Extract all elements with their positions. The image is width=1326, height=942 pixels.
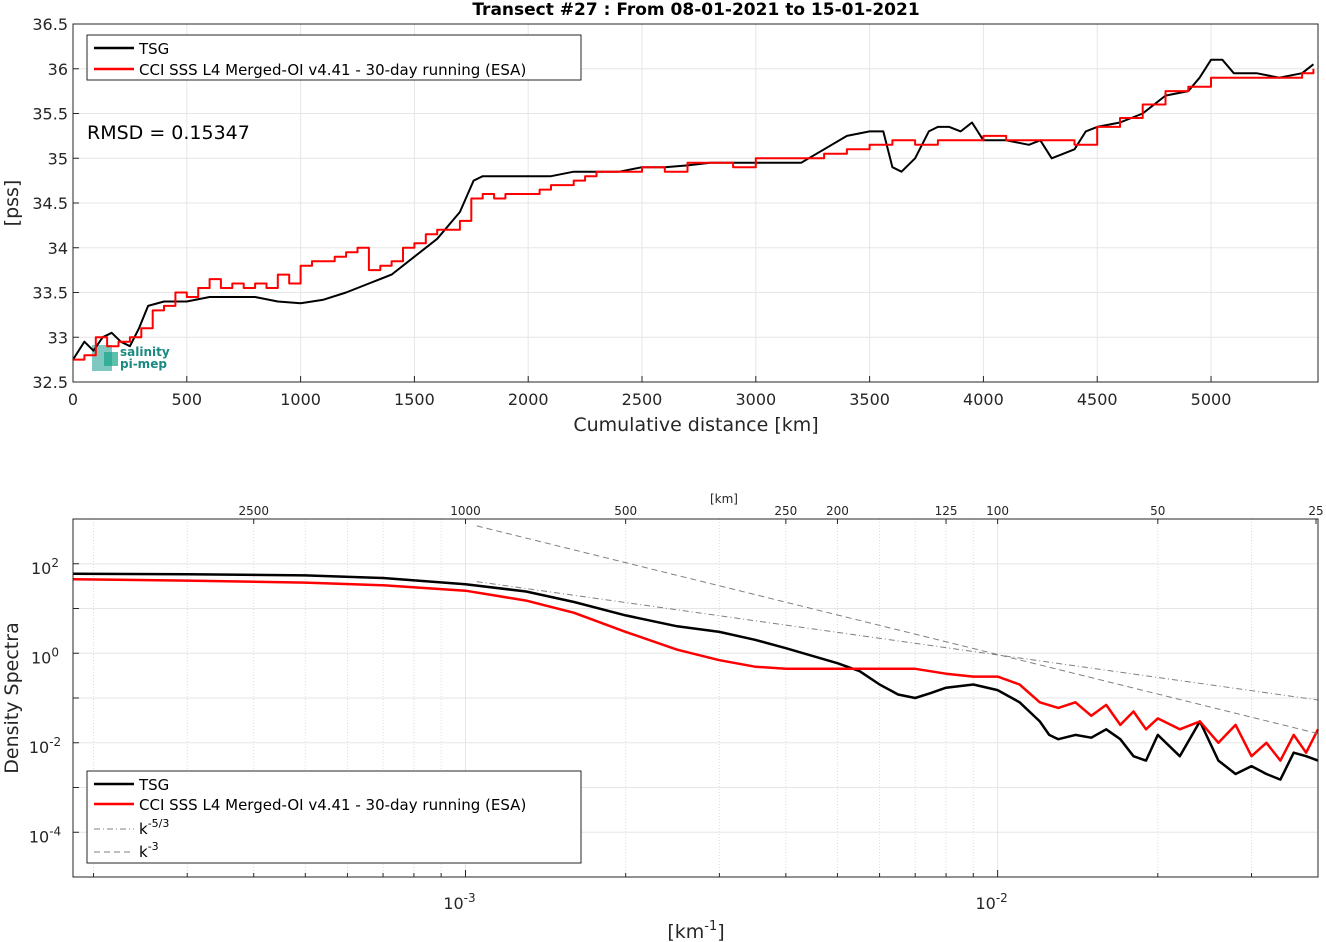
bottom-x-tick-label: 10-2 (975, 891, 1007, 913)
salinity-pi-mep-logo: salinity pi-mep (92, 345, 170, 371)
k53-reference-line (476, 581, 1319, 701)
top-y-tick-label: 36 (48, 60, 68, 79)
top-km-tick-label: 100 (986, 504, 1009, 518)
top-y-tick-label: 34.5 (32, 194, 68, 213)
top-km-tick-label: 1000 (450, 504, 481, 518)
top-ticks: 0 500 1000 1500 2000 2500 3000 3500 4000 4500 5000… (32, 15, 1231, 409)
top-km-tick-label: 2500 (238, 504, 269, 518)
bottom-y-axis-label: Density Spectra (1, 622, 23, 773)
top-x-tick-label: 4000 (963, 390, 1004, 409)
top-km-tick-label: 500 (614, 504, 637, 518)
top-legend-label-cci: CCI SSS L4 Merged-OI v4.41 - 30-day runn… (139, 61, 526, 79)
top-y-tick-label: 33 (48, 328, 68, 347)
top-y-tick-label: 33.5 (32, 284, 68, 303)
cci-spectrum-line (72, 578, 1320, 762)
top-legend-box (86, 34, 582, 81)
bottom-x-tick-label: 10-3 (443, 891, 475, 913)
bottom-y-tick-label: 100 (31, 645, 59, 667)
top-x-tick-label: 0 (68, 390, 78, 409)
top-y-tick-label: 35 (48, 149, 68, 168)
bottom-legend-label-tsg: TSG (138, 776, 169, 794)
top-x-tick-label: 2000 (508, 390, 549, 409)
tsg-spectrum-line (72, 572, 1319, 781)
top-chart-title: Transect #27 : From 08-01-2021 to 15-01-… (472, 0, 919, 20)
salinity-transect-chart: salinity pi-mep 0 500 1000 1500 2000 2500 3000… (1, 0, 1319, 436)
k3-reference-line (476, 525, 1319, 735)
top-x-tick-label: 1000 (280, 390, 321, 409)
top-km-tick-label: 200 (826, 504, 849, 518)
top-series-group (72, 58, 1315, 361)
bottom-ticks: 10-4 10-2 100 102 10-3 10-2 2500 1000 500 250 200 1… (29, 504, 1324, 913)
bottom-x-axis-label: [km-1] (667, 919, 724, 942)
top-km-tick-label: 250 (774, 504, 797, 518)
rmsd-annotation: RMSD = 0.15347 (87, 122, 250, 144)
bottom-y-tick-label: 10-4 (29, 824, 61, 846)
bottom-legend-label-cci: CCI SSS L4 Merged-OI v4.41 - 30-day runn… (139, 796, 526, 814)
bottom-legend-box (86, 770, 582, 864)
top-y-axis-label: [pss] (1, 180, 23, 227)
bottom-series-group (72, 525, 1320, 781)
top-legend: TSG CCI SSS L4 Merged-OI v4.41 - 30-day … (86, 34, 582, 81)
top-x-tick-label: 3000 (735, 390, 776, 409)
top-km-axis-label: [km] (710, 492, 738, 506)
top-x-tick-label: 1500 (394, 390, 435, 409)
logo-text-salinity: salinity (120, 345, 170, 359)
top-x-tick-label: 5000 (1191, 390, 1232, 409)
cci-salinity-line (73, 68, 1315, 361)
bottom-legend-label-k53: k-5/3 (139, 817, 169, 838)
bottom-legend-label-k3: k-3 (139, 840, 159, 861)
top-x-tick-label: 4500 (1077, 390, 1118, 409)
top-km-tick-label: 125 (935, 504, 958, 518)
top-km-tick-label: 50 (1150, 504, 1165, 518)
top-x-tick-label: 2500 (622, 390, 663, 409)
top-y-tick-label: 32.5 (32, 373, 68, 392)
top-x-tick-label: 3500 (849, 390, 890, 409)
top-x-tick-label: 500 (172, 390, 203, 409)
top-km-tick-label: 25 (1308, 504, 1323, 518)
top-x-axis-label: Cumulative distance [km] (573, 414, 818, 436)
density-spectra-chart: 10-4 10-2 100 102 10-3 10-2 2500 1000 500 250 200 1… (1, 492, 1324, 942)
logo-text-pimep: pi-mep (120, 357, 167, 371)
logo-mark-icon (104, 352, 118, 366)
top-y-tick-label: 35.5 (32, 105, 68, 124)
top-legend-label-tsg: TSG (138, 40, 169, 58)
bottom-y-tick-label: 10-2 (29, 735, 61, 757)
bottom-legend: TSG CCI SSS L4 Merged-OI v4.41 - 30-day … (86, 770, 582, 864)
top-y-tick-label: 34 (48, 239, 68, 258)
bottom-y-tick-label: 102 (31, 556, 59, 578)
top-y-tick-label: 36.5 (32, 15, 68, 34)
